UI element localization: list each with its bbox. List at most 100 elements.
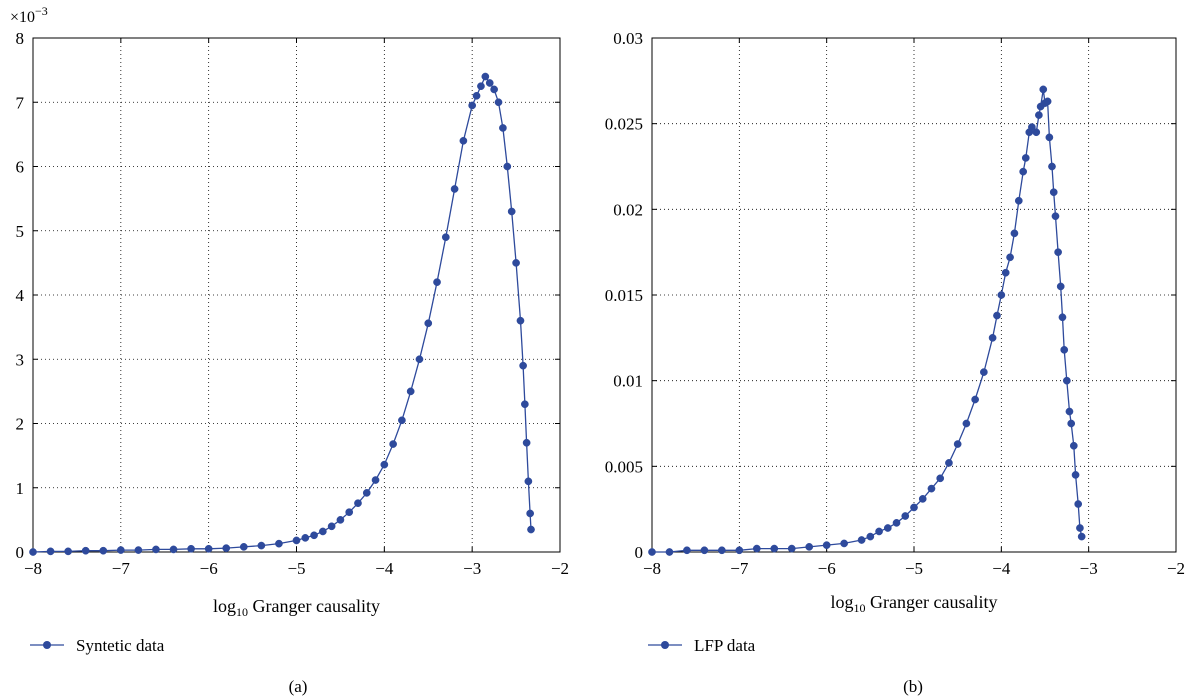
data-point [1067,419,1076,428]
data-point [1056,282,1065,291]
data-point [187,544,195,553]
data-point [516,316,525,325]
data-point [683,546,691,555]
panel-label: (a) [289,677,308,696]
data-point [524,477,533,486]
legend-label: LFP data [694,636,756,655]
data-point [519,361,527,370]
x-tick-label: −2 [1167,559,1185,578]
data-point [1077,532,1086,541]
data-point [1074,500,1083,508]
x-tick-label: −7 [112,559,131,578]
y-exponent-power: −3 [35,4,48,18]
data-point [953,440,962,448]
x-tick-label: −5 [905,559,923,578]
data-point [485,79,494,87]
data-point [927,484,936,493]
data-point [239,543,248,551]
x-axis-label-rest: Granger causality [866,592,998,612]
series-line [32,75,532,553]
data-point [1019,167,1028,176]
data-point [770,544,779,553]
y-tick-label: 0 [16,543,25,562]
data-point [494,98,503,107]
data-point [472,91,481,100]
data-point [1043,97,1052,106]
y-tick-label: 6 [16,158,25,177]
data-point [648,548,656,556]
data-point [988,333,997,342]
data-point [1065,407,1074,416]
y-tick-label: 0.02 [613,200,643,219]
legend-marker [43,641,51,649]
data-point [1021,154,1030,162]
y-tick-label: 7 [16,93,25,112]
data-point [1010,229,1019,238]
x-tick-label: −7 [730,559,749,578]
data-point [477,82,485,91]
data-point [936,474,945,483]
legend-label: Syntetic data [76,636,165,655]
x-tick-label: −3 [1080,559,1098,578]
data-point [1062,376,1071,385]
data-point [389,440,397,448]
data-point [415,355,424,364]
y-axis-exponent: ×10−3 [10,4,48,26]
data-point [406,387,415,396]
data-point [1001,268,1010,277]
data-point [336,516,345,524]
y-tick-label: 0.01 [613,372,643,391]
data-point [521,400,529,409]
data-point [1054,248,1062,257]
data-point [222,544,231,552]
y-tick-label: 3 [16,350,25,369]
data-point [993,311,1001,320]
data-point [980,368,988,376]
data-point [512,259,520,267]
data-point [499,124,507,132]
y-tick-label: 5 [16,222,25,241]
data-point [481,72,490,81]
data-point [1058,313,1067,322]
data-point [1032,128,1041,137]
x-tick-label: −6 [818,559,836,578]
data-point [134,546,143,554]
data-point [997,291,1006,299]
data-point [301,534,310,542]
data-point [962,419,971,428]
data-point [459,136,468,145]
data-point [700,546,709,555]
data-point [787,544,796,553]
data-point [945,459,953,467]
x-tick-label: −8 [24,559,42,578]
data-point [327,522,336,531]
x-tick-label: −4 [992,559,1011,578]
data-point [1039,85,1048,94]
data-point [883,524,892,532]
data-point [354,499,362,508]
data-point [371,476,380,484]
data-point [718,546,726,555]
data-point [918,495,927,503]
data-point [64,547,72,556]
data-point [1069,441,1078,450]
data-point [292,536,301,545]
data-point [257,541,266,550]
data-point [424,319,433,328]
data-point [1048,162,1056,171]
legend-marker [661,641,669,649]
x-axis-label-sub: 10 [236,605,248,619]
y-tick-label: 8 [16,29,25,48]
data-point [433,278,441,286]
data-point [81,546,90,555]
data-point [1045,133,1054,142]
x-axis-label: log10 Granger causality [831,592,998,615]
data-point [345,508,354,517]
x-axis-label: log10 Granger causality [213,596,380,619]
y-tick-label: 0.025 [605,115,643,134]
data-point [892,519,901,527]
x-tick-label: −6 [200,559,218,578]
y-exponent-base: ×10 [10,9,35,26]
data-point [901,512,910,520]
